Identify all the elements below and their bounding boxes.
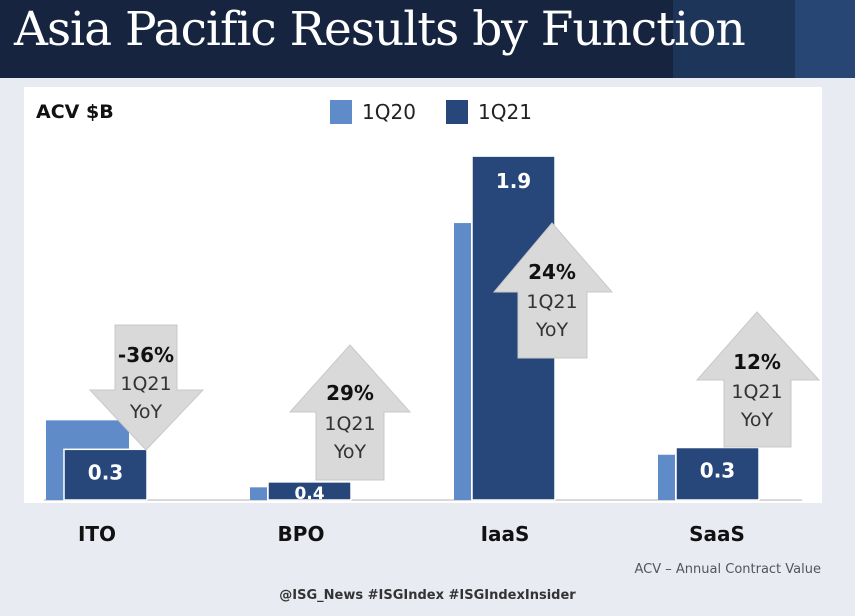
data-label: 0.4 (294, 484, 324, 503)
bar-1q21 (675, 446, 760, 501)
category-label: SaaS (689, 522, 745, 546)
header-bar: Asia Pacific Results by Function (0, 0, 855, 78)
bar-1q20 (658, 454, 675, 500)
data-label: 0.3 (700, 459, 735, 483)
legend-1q20: 1Q20 (330, 100, 416, 124)
yoy-label: YoY (535, 319, 569, 341)
bar-1q21 (267, 481, 352, 501)
y-axis-label: ACV $B (36, 101, 114, 123)
category-label: IaaS (480, 522, 530, 546)
yoy-period: 1Q21 (731, 381, 782, 403)
yoy-percent: 24% (528, 260, 576, 284)
bar-1q20 (250, 487, 267, 500)
social-hashtags: @ISG_News #ISGIndex #ISGIndexInsider (279, 588, 576, 603)
category-label: BPO (277, 522, 325, 546)
category-label: ITO (77, 522, 117, 546)
yoy-percent: -36% (118, 343, 174, 367)
yoy-label: YoY (129, 401, 163, 423)
up-arrow-icon (695, 311, 821, 448)
data-label: 0.3 (88, 460, 123, 484)
up-arrow-icon (492, 222, 614, 359)
yoy-period: 1Q21 (324, 413, 375, 435)
bar-1q21 (63, 448, 148, 501)
chart-panel: 0.3 0.4 1.9 0.3 -36% 1Q21 YoY 29% 1Q21 YoY 24% 1Q21… (24, 87, 822, 503)
up-arrow-icon (288, 344, 412, 481)
yoy-percent: 12% (733, 350, 781, 374)
bar-chart: 0.3 0.4 1.9 0.3 -36% 1Q21 YoY 29% 1Q21 YoY 24% 1Q21… (44, 155, 821, 503)
yoy-period: 1Q21 (120, 373, 171, 395)
down-arrow-icon (88, 324, 205, 451)
yoy-period: 1Q21 (526, 291, 577, 313)
yoy-label: YoY (740, 409, 774, 431)
page-title: Asia Pacific Results by Function (14, 2, 746, 57)
data-label: 1.9 (496, 169, 531, 193)
yoy-label: YoY (333, 441, 367, 463)
legend-1q21: 1Q21 (446, 100, 532, 124)
bar-1q20 (454, 223, 471, 500)
footnote: ACV – Annual Contract Value (634, 562, 821, 577)
yoy-percent: 29% (326, 381, 374, 405)
